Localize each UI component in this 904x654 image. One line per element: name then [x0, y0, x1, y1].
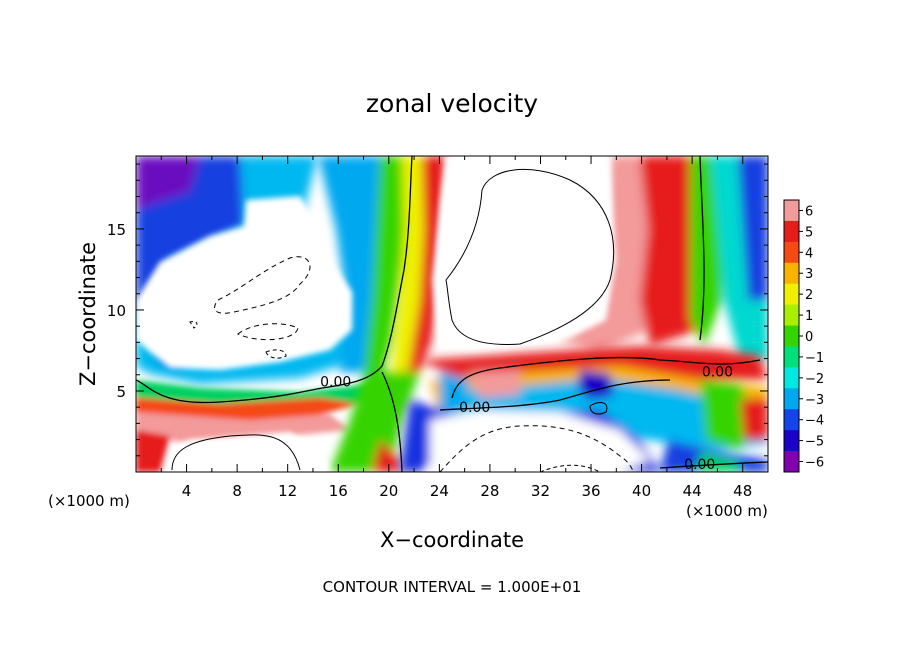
colorbar-swatch [784, 241, 799, 264]
region-vertical-bands [318, 156, 446, 472]
colorbar-label: 2 [805, 288, 813, 303]
colorbar-swatch [784, 451, 799, 473]
colorbar-label: −4 [805, 414, 824, 429]
x-tick-label: 24 [430, 482, 449, 500]
x-unit-left: (×1000 m) [48, 492, 130, 510]
contour-zero-right [699, 156, 705, 341]
colorbar-swatch [784, 388, 799, 410]
region-white-patches [136, 156, 616, 472]
y-tick-label: 15 [107, 221, 126, 239]
colorbar-label: 3 [805, 267, 813, 282]
contour-positive-bottom [171, 434, 301, 471]
colorbar-swatch [784, 430, 799, 452]
contour-label: 0.00 [320, 374, 351, 390]
y-axis-label: Z−coordinate [76, 242, 100, 386]
colorbar-swatch [784, 325, 799, 347]
colorbar-label: −2 [805, 372, 824, 387]
x-tick-label: 16 [329, 482, 348, 500]
colorbar-swatch [784, 283, 799, 306]
region-lower-middle [400, 346, 768, 472]
contour-lines [136, 156, 768, 472]
colorbar-swatch [784, 220, 799, 243]
x-tick-label: 36 [581, 482, 600, 500]
velocity-field [136, 156, 768, 472]
x-axis-label: X−coordinate [380, 528, 524, 552]
contour-zero-left [136, 156, 413, 404]
contour-label: 0.00 [459, 400, 490, 416]
x-tick-label: 20 [379, 482, 398, 500]
y-tick-label: 10 [107, 302, 126, 320]
contour-label: 0.00 [702, 365, 733, 381]
colorbar: 6 5 4 3 2 1 0 −1 −2 −3 −4 −5 −6 [783, 199, 824, 473]
contour-label: 0.00 [684, 457, 715, 473]
colorbar-label: 5 [805, 225, 813, 240]
y-tick-label: 5 [116, 383, 126, 401]
colorbar-swatch [784, 304, 799, 327]
colorbar-label: 6 [805, 204, 813, 219]
colorbar-label: 4 [805, 246, 813, 261]
x-tick-label: 48 [733, 482, 752, 500]
x-tick-label: 40 [632, 482, 651, 500]
colorbar-label: −1 [805, 351, 824, 366]
contour-negative-bottom [539, 464, 601, 472]
colorbar-swatch [784, 409, 799, 431]
y-axis: 5 10 15 [107, 163, 768, 457]
colorbar-label: −6 [805, 456, 824, 471]
region-mid-layer [136, 380, 382, 472]
contour-zero-bottom-right [659, 461, 768, 469]
colorbar-swatch [784, 367, 799, 389]
contour-zero-right-layer [451, 356, 761, 399]
contour-positive-closed [445, 168, 615, 345]
contour-negative-small [265, 349, 287, 359]
x-tick-label: 32 [531, 482, 550, 500]
x-tick-label: 8 [232, 482, 242, 500]
colorbar-frame [783, 199, 800, 473]
colorbar-swatch [784, 346, 799, 368]
contour-zero-lower [439, 379, 671, 411]
colorbar-label: −3 [805, 393, 824, 408]
x-tick-label: 44 [683, 482, 702, 500]
colorbar-swatch [784, 200, 799, 222]
colorbar-label: 1 [805, 309, 813, 324]
plot-frame [135, 155, 769, 473]
contour-zero-mid [381, 371, 403, 472]
contour-labels: 0.00 0.00 0.00 0.00 [320, 365, 733, 473]
contour-negative-tiny [189, 321, 198, 329]
x-axis: 4 8 12 16 20 24 28 32 36 40 44 48 [160, 156, 752, 500]
x-tick-label: 28 [480, 482, 499, 500]
colorbar-label: 0 [805, 330, 813, 345]
colorbar-swatch [784, 262, 799, 285]
contour-interval-note: CONTOUR INTERVAL = 1.000E+01 [323, 578, 582, 596]
x-unit-right: (×1000 m) [686, 502, 768, 520]
colorbar-label: −5 [805, 435, 824, 450]
x-tick-label: 12 [278, 482, 297, 500]
contour-small-loop [589, 402, 608, 415]
x-tick-label: 4 [182, 482, 192, 500]
chart-title: zonal velocity [366, 89, 538, 118]
contour-negative-upper [214, 256, 311, 314]
